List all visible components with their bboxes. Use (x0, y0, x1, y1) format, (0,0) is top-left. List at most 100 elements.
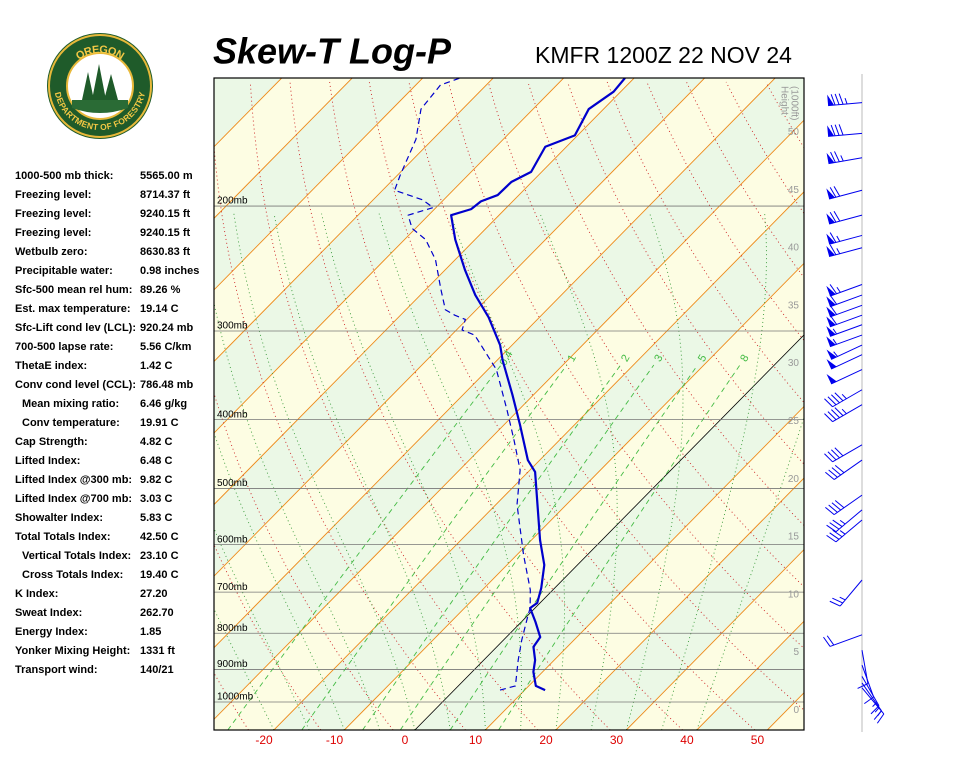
barb-half (836, 248, 841, 254)
wind-barb (826, 354, 863, 370)
barb-staff (839, 579, 863, 607)
barb-staff (833, 494, 863, 516)
barb-pennant (826, 326, 836, 337)
wind-barb (827, 93, 863, 107)
barb-flag (832, 519, 843, 527)
mixing-ratio-label: 2 (619, 353, 632, 364)
index-label: Total Totals Index: (15, 531, 111, 543)
barb-flag (831, 409, 840, 419)
index-value: 1.42 C (140, 360, 172, 372)
mixing-ratio-line (301, 364, 568, 730)
barb-staff (829, 284, 863, 297)
isotherm (555, 477, 804, 730)
diagram-background (214, 78, 804, 730)
isotherm (214, 78, 705, 577)
barb-flag (834, 93, 840, 105)
index-value: 5.83 C (140, 512, 172, 524)
isotherm-band (214, 120, 804, 730)
index-value: 4.82 C (140, 436, 172, 448)
barb-pennant (826, 233, 835, 245)
barb-flag (828, 504, 838, 513)
barb-flag (829, 212, 837, 223)
index-label: Precipitable water: (15, 265, 113, 277)
barb-half (841, 408, 847, 415)
barb-flag (831, 467, 842, 476)
index-value: 42.50 C (140, 531, 179, 543)
wind-barb (826, 294, 863, 308)
barb-staff (861, 676, 880, 707)
barb-pennant (826, 152, 835, 164)
barb-flag (834, 151, 840, 162)
index-label: Sfc-500 mean rel hum: (15, 284, 132, 296)
index-label: Lifted Index @300 mb: (15, 474, 132, 486)
index-value: 5565.00 m (140, 170, 193, 182)
barb-staff (830, 344, 863, 360)
moist-adiabat (378, 213, 523, 730)
index-label: Sweat Index: (15, 607, 82, 619)
mixing-ratio-label: 5 (696, 353, 709, 364)
wind-barb (824, 444, 863, 463)
barb-flag (833, 211, 841, 222)
wind-barb (824, 389, 863, 408)
wind-barb (826, 151, 863, 165)
isotherm (626, 549, 804, 730)
barb-staff (829, 634, 863, 647)
index-label: Lifted Index: (15, 455, 80, 467)
indices: 1000-500 mb thick: 5565.00 m Freezing leve… (15, 170, 199, 676)
wind-barb (826, 519, 863, 543)
barb-flag (826, 524, 837, 533)
barb-flag (829, 600, 841, 607)
index-value: 262.70 (140, 607, 174, 619)
index-value: 19.14 C (140, 303, 179, 315)
barb-flag (834, 392, 844, 402)
barb-flag (826, 534, 837, 543)
title: Skew-T Log-P (213, 31, 452, 72)
index-label: Energy Index: (15, 626, 88, 638)
wind-barb (827, 124, 863, 137)
height-tick-label: 40 (788, 243, 800, 254)
wind-barb (826, 509, 863, 533)
isotherm-band (214, 78, 804, 720)
mixing-ratio-line (362, 364, 621, 730)
barb-pennant (827, 94, 835, 106)
wind-barb (826, 284, 863, 297)
barb-staff (861, 664, 875, 698)
barb-flag (827, 411, 837, 421)
barb-pennant (826, 213, 835, 224)
barb-half (839, 596, 846, 601)
barb-flag (825, 471, 835, 480)
wind-barb (825, 494, 863, 516)
barb-staff (829, 314, 863, 328)
temperature-line (450, 78, 626, 692)
barb-staff (829, 294, 863, 308)
pressure-label: 800mb (217, 623, 248, 634)
wind-barb (826, 344, 863, 360)
isotherm (214, 78, 776, 649)
x-tick-label: 0 (402, 733, 409, 747)
barb-flag (838, 93, 844, 105)
barb-flag (829, 532, 840, 540)
wind-barb (826, 186, 863, 200)
x-tick-label: 30 (610, 733, 624, 747)
barb-staff (835, 519, 863, 543)
station: KMFR 1200Z 22 NOV 24 (535, 42, 792, 68)
barb-pennant (826, 296, 836, 307)
moist-adiabat (661, 213, 767, 730)
height-tick-label: 30 (788, 358, 800, 369)
barb-half (836, 235, 841, 242)
index-label: Est. max temperature: (15, 303, 131, 315)
pressure-label: 600mb (217, 534, 248, 545)
barb-flag (838, 124, 844, 136)
barb-pennant (826, 245, 835, 257)
pressure-label: 700mb (217, 582, 248, 593)
barb-flag (829, 294, 838, 305)
index-value: 9240.15 ft (140, 208, 190, 220)
height-tick-label: 0 (793, 705, 799, 716)
pressure-label: 1000mb (217, 692, 254, 703)
barb-flag (829, 187, 837, 198)
barb-flag (834, 500, 845, 509)
index-value: 9240.15 ft (140, 227, 190, 239)
index-label: Sfc-Lift cond lev (LCL): (15, 322, 136, 334)
index-value: 140/21 (140, 664, 174, 676)
barb-pennant (826, 373, 837, 384)
